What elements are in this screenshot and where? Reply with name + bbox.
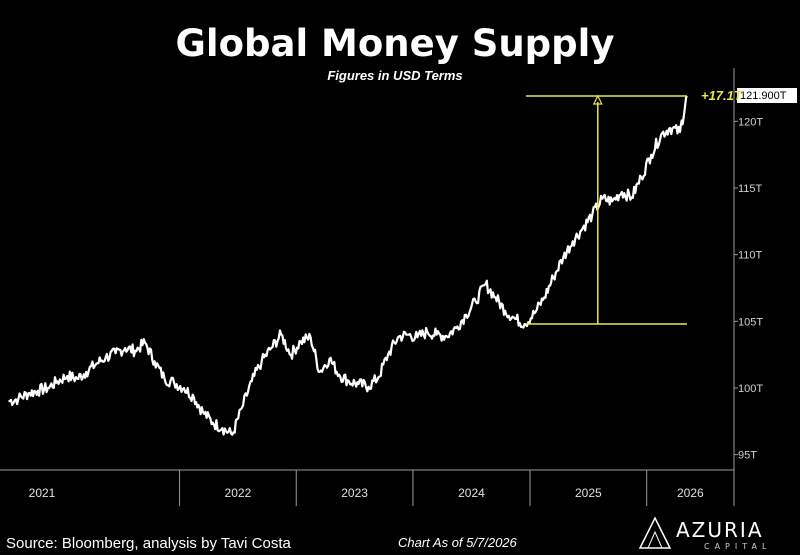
brand-subtitle: CAPITAL bbox=[704, 542, 771, 551]
y-tick-label: 105T bbox=[738, 316, 763, 328]
y-tick-label: 95T bbox=[738, 450, 757, 462]
y-tick-label: 110T bbox=[738, 250, 763, 262]
series-layer: 121.900T bbox=[8, 88, 797, 436]
source-note: Source: Bloomberg, analysis by Tavi Cost… bbox=[6, 535, 292, 552]
x-tick-label: 2023 bbox=[341, 486, 368, 500]
annotation-layer: +17.1T bbox=[525, 88, 743, 325]
y-tick-label: 115T bbox=[738, 183, 763, 195]
chart-subtitle: Figures in USD Terms bbox=[327, 68, 462, 83]
x-tick-label: 2021 bbox=[29, 486, 56, 500]
brand-logo: AZURIA CAPITAL bbox=[638, 516, 771, 551]
x-tick-label: 2025 bbox=[575, 486, 602, 500]
chart-date-note: Chart As of 5/7/2026 bbox=[398, 535, 518, 550]
axes: 95T 100T 105T 110T 115T 120T 2021 2022 2023 2024 2… bbox=[0, 68, 763, 506]
series-line bbox=[8, 95, 688, 436]
x-tick-label: 2024 bbox=[458, 486, 485, 500]
last-value-box bbox=[737, 88, 797, 103]
brand-logo-icon bbox=[638, 516, 672, 549]
last-value-label: 121.900T bbox=[740, 90, 787, 102]
x-tick-label: 2026 bbox=[677, 486, 704, 500]
annotation-arrow-head bbox=[592, 94, 603, 105]
chart-title: Global Money Supply bbox=[176, 22, 615, 65]
y-tick-label: 120T bbox=[738, 116, 763, 128]
y-tick-label: 100T bbox=[738, 383, 763, 395]
x-tick-label: 2022 bbox=[225, 486, 252, 500]
annotation-label: +17.1T bbox=[701, 88, 743, 103]
brand-name: AZURIA bbox=[676, 518, 764, 542]
